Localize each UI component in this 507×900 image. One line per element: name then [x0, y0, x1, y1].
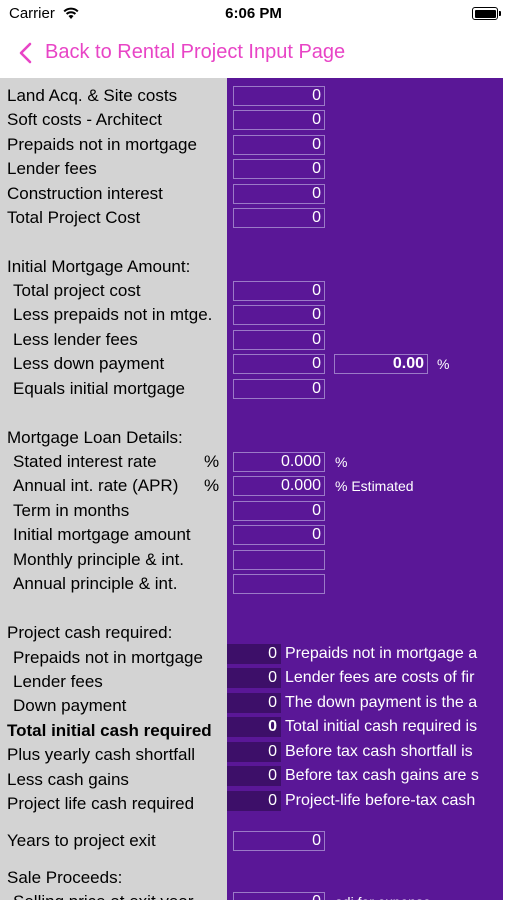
prepaids-label: Prepaids not in mortgage — [7, 135, 197, 154]
cash-down-payment-label: Down payment — [13, 696, 127, 715]
total-initial-cash-label: Total initial cash required — [7, 721, 212, 740]
apr-unit: % Estimated — [335, 478, 414, 494]
land-costs-label: Land Acq. & Site costs — [7, 86, 178, 105]
cash-lender-fees-label: Lender fees — [13, 672, 103, 691]
total-project-cost-field: 0 — [233, 208, 325, 228]
less-down-payment-field[interactable]: 0 — [233, 354, 325, 374]
labels-panel — [0, 78, 227, 900]
equals-mortgage-label: Equals initial mortgage — [13, 379, 185, 398]
apr-label: Annual int. rate (APR) — [13, 476, 179, 495]
land-costs-field[interactable]: 0 — [233, 86, 325, 106]
yearly-shortfall-note: Before tax cash shortfall is — [285, 743, 473, 760]
navigation-bar: Back to Rental Project Input Page — [0, 30, 507, 78]
soft-costs-field[interactable]: 0 — [233, 110, 325, 130]
cash-gains-label: Less cash gains — [7, 770, 129, 789]
construction-interest-label: Construction interest — [7, 184, 163, 203]
total-initial-cash-field: 0 — [227, 717, 281, 737]
annual-pi-label: Annual principle & int. — [13, 574, 178, 593]
term-months-field[interactable]: 0 — [233, 501, 325, 521]
total-cost-label: Total project cost — [13, 281, 141, 300]
cash-gains-field: 0 — [227, 766, 281, 786]
back-chevron-icon[interactable] — [16, 41, 36, 65]
life-cash-field: 0 — [227, 791, 281, 811]
initial-mortgage-amount-label: Initial mortgage amount — [13, 525, 191, 544]
cash-down-payment-note: The down payment is the a — [285, 694, 478, 711]
total-cost-field: 0 — [233, 281, 325, 301]
cash-prepaids-field: 0 — [227, 644, 281, 664]
yearly-shortfall-field: 0 — [227, 742, 281, 762]
less-lender-fees-field: 0 — [233, 330, 325, 350]
annual-pi-field — [233, 574, 325, 594]
less-prepaids-label: Less prepaids not in mtge. — [13, 305, 213, 324]
stated-rate-label: Stated interest rate — [13, 452, 157, 471]
life-cash-note: Project-life before-tax cash — [285, 792, 476, 809]
down-payment-percent-unit: % — [437, 356, 450, 372]
equals-mortgage-field: 0 — [233, 379, 325, 399]
selling-price-note: adj for expense — [335, 892, 431, 900]
apr-field: 0.000 — [233, 476, 325, 496]
status-bar: Carrier 6:06 PM — [0, 0, 507, 30]
battery-icon — [472, 7, 501, 20]
initial-mortgage-heading: Initial Mortgage Amount: — [7, 257, 191, 276]
cash-lender-fees-note: Lender fees are costs of fir — [285, 669, 475, 686]
lender-fees-label: Lender fees — [7, 159, 97, 178]
scroll-content[interactable]: Land Acq. & Site costs 0 Soft costs - Ar… — [0, 78, 507, 900]
cash-down-payment-field: 0 — [227, 693, 281, 713]
term-months-label: Term in months — [13, 501, 130, 520]
life-cash-label: Project life cash required — [7, 794, 195, 813]
monthly-pi-label: Monthly principle & int. — [13, 550, 185, 569]
cash-lender-fees-field: 0 — [227, 668, 281, 688]
stated-rate-unit: % — [335, 454, 348, 470]
monthly-pi-field — [233, 550, 325, 570]
soft-costs-label: Soft costs - Architect — [7, 110, 162, 129]
loan-details-heading: Mortgage Loan Details: — [7, 428, 183, 447]
less-down-payment-label: Less down payment — [13, 354, 165, 373]
total-initial-cash-note: Total initial cash required is — [285, 718, 478, 735]
apr-pct-label: % — [204, 476, 220, 495]
cash-required-heading: Project cash required: — [7, 623, 173, 642]
lender-fees-field[interactable]: 0 — [233, 159, 325, 179]
initial-mortgage-amount-field: 0 — [233, 525, 325, 545]
down-payment-percent-field[interactable]: 0.00 — [334, 354, 428, 374]
less-lender-fees-label: Less lender fees — [13, 330, 138, 349]
back-button[interactable]: Back to Rental Project Input Page — [45, 41, 346, 63]
stated-rate-pct-label: % — [204, 452, 220, 471]
less-prepaids-field: 0 — [233, 305, 325, 325]
cash-gains-note: Before tax cash gains are s — [285, 767, 479, 784]
cash-prepaids-label: Prepaids not in mortgage — [13, 648, 203, 667]
clock: 6:06 PM — [225, 5, 282, 22]
selling-price-field[interactable]: 0 — [233, 892, 325, 900]
yearly-shortfall-label: Plus yearly cash shortfall — [7, 745, 196, 764]
construction-interest-field[interactable]: 0 — [233, 184, 325, 204]
total-project-cost-label: Total Project Cost — [7, 208, 141, 227]
selling-price-label: Selling price at exit year — [13, 892, 193, 900]
stated-rate-field[interactable]: 0.000 — [233, 452, 325, 472]
wifi-icon — [63, 7, 79, 19]
sale-proceeds-heading: Sale Proceeds: — [7, 868, 123, 887]
cash-prepaids-note: Prepaids not in mortgage a — [285, 645, 478, 662]
prepaids-field[interactable]: 0 — [233, 135, 325, 155]
years-to-exit-label: Years to project exit — [7, 831, 156, 850]
years-to-exit-field[interactable]: 0 — [233, 831, 325, 851]
carrier-label: Carrier — [9, 5, 55, 22]
